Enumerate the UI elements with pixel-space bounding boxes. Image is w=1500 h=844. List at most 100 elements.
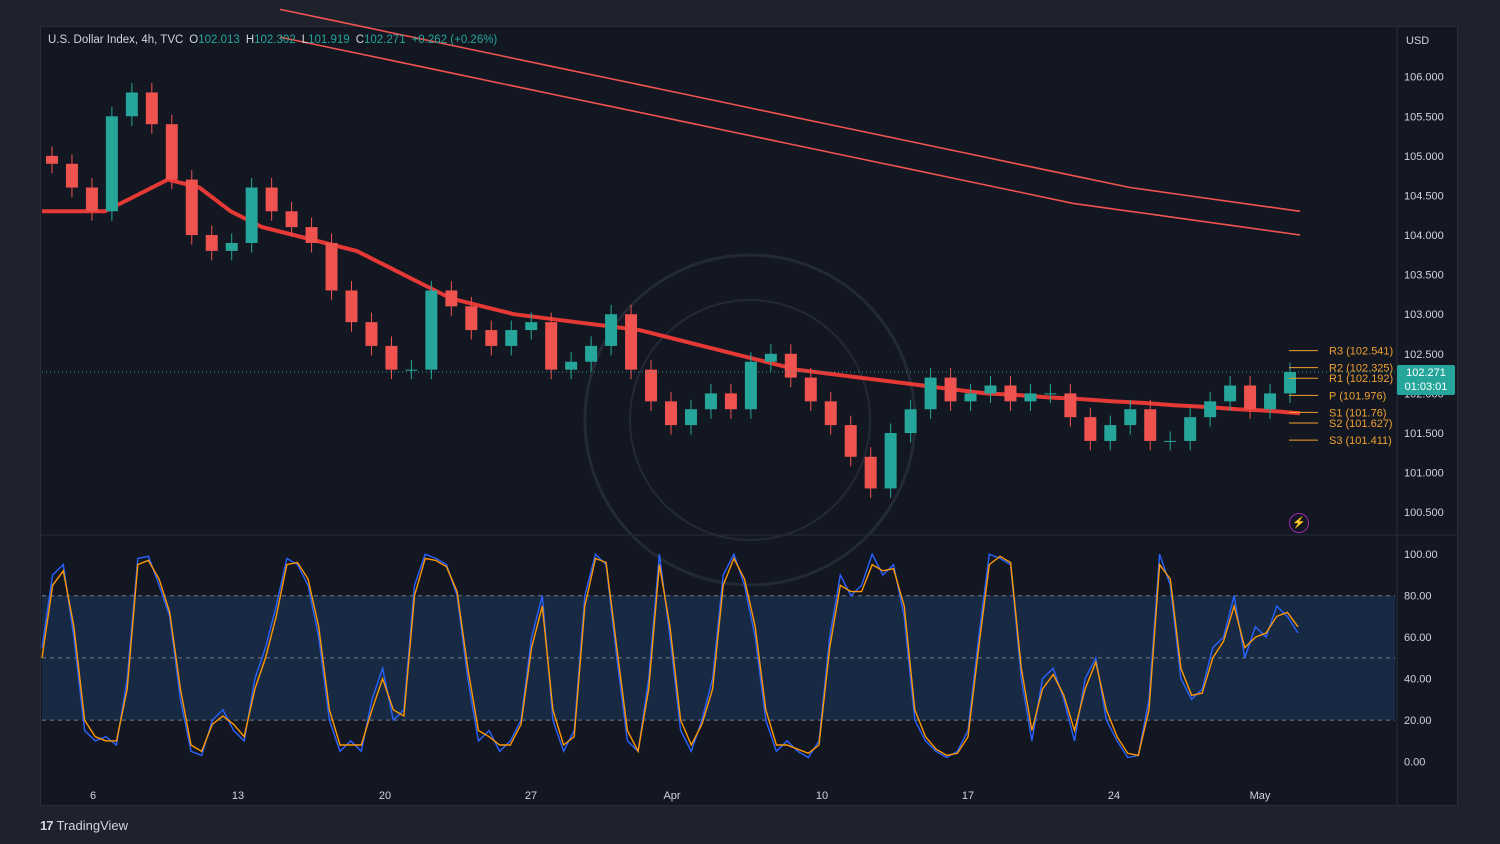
candle-body	[625, 314, 638, 370]
last-price-tag: 102.271 01:03:01	[1397, 365, 1455, 395]
watermark-seal-inner	[629, 299, 871, 541]
price-tick-label: 103.500	[1404, 270, 1444, 282]
price-tick-label: 104.500	[1404, 190, 1444, 202]
price-tick-label: 100.500	[1404, 507, 1444, 519]
candle-body	[824, 401, 837, 426]
pivot-label: S1 (101.76)	[1329, 407, 1386, 419]
last-price-value: 102.271	[1406, 367, 1446, 379]
candle-body	[924, 377, 937, 410]
pivot-label: P (101.976)	[1329, 390, 1386, 402]
candle-body	[165, 124, 178, 180]
candle-body	[844, 425, 857, 457]
price-tick-label: 106.000	[1404, 72, 1444, 84]
candle-body	[385, 345, 398, 370]
candle-body	[505, 330, 518, 346]
pivot-label: R3 (102.541)	[1329, 346, 1393, 358]
legend-high-value: 102.302	[254, 34, 296, 46]
candle-body	[325, 242, 338, 291]
candle-body	[684, 409, 697, 426]
legend-symbol: U.S. Dollar Index, 4h, TVC	[48, 34, 184, 46]
candle-body	[445, 290, 458, 307]
tradingview-logo[interactable]: 17 TradingView	[40, 818, 128, 833]
candle-body	[704, 393, 717, 410]
candle-body	[405, 369, 418, 371]
candle-body	[904, 409, 917, 434]
candle-body	[764, 353, 777, 362]
candle-body	[864, 456, 877, 489]
pivot-label: R2 (102.325)	[1329, 363, 1393, 375]
candle-body	[525, 322, 538, 331]
stoch-d-line	[41, 555, 1299, 757]
candle-body	[964, 393, 977, 402]
legend-open-label: O	[189, 34, 199, 46]
ema-thick	[42, 177, 1301, 416]
candle-body	[724, 393, 737, 410]
time-tick-label: 13	[232, 790, 244, 802]
stoch-tick-label: 40.00	[1404, 674, 1432, 686]
candle-body	[45, 155, 58, 164]
candle-body	[105, 116, 118, 212]
candle-body	[1004, 385, 1017, 402]
ma-long-lower	[279, 36, 1301, 236]
candle-body	[1024, 393, 1037, 402]
time-tick-label: 17	[962, 790, 974, 802]
candle-body	[605, 314, 618, 346]
stoch-k-line	[41, 552, 1299, 759]
candle-body	[744, 361, 757, 410]
time-tick-label: 20	[379, 790, 391, 802]
candle-body	[1144, 409, 1157, 441]
candle-body	[645, 369, 658, 402]
price-tick-label: 102.500	[1404, 349, 1444, 361]
candle-body	[1064, 393, 1077, 418]
legend-change: +0.262 (+0.26%)	[411, 34, 498, 46]
candle-body	[185, 179, 198, 236]
candle-body	[205, 235, 218, 251]
candle-body	[285, 211, 298, 228]
time-tick-label: Apr	[663, 790, 680, 802]
legend-low-value: 101.919	[308, 34, 350, 46]
legend-high-label: H	[245, 34, 255, 46]
stoch-tick-label: 60.00	[1404, 632, 1432, 644]
pivot-label: S2 (101.627)	[1329, 418, 1393, 430]
tradingview-brand: TradingView	[56, 818, 129, 833]
stoch-tick-label: 100.00	[1404, 549, 1438, 561]
candle-body	[425, 290, 438, 370]
stoch-tick-label: 20.00	[1404, 715, 1432, 727]
ma-long-upper	[279, 8, 1301, 213]
price-tick-label: 104.000	[1404, 230, 1444, 242]
time-tick-label: 6	[90, 790, 96, 802]
time-tick-label: 10	[816, 790, 828, 802]
candle-body	[665, 401, 677, 426]
price-tick-label: 103.000	[1404, 309, 1444, 321]
candle-body	[1164, 440, 1177, 442]
candle-body	[85, 187, 98, 212]
stoch-tick-label: 80.00	[1404, 591, 1432, 603]
legend-open-value: 102.013	[198, 34, 240, 46]
candle-body	[984, 385, 997, 394]
time-tick-label: May	[1250, 790, 1271, 802]
lightning-icon[interactable]: ⚡	[1289, 513, 1309, 533]
pivot-label: R1 (102.192)	[1329, 373, 1393, 385]
candle-body	[1124, 409, 1137, 426]
legend-low-label: L	[301, 34, 309, 46]
candle-body	[1264, 393, 1277, 410]
candle-body	[225, 242, 238, 251]
candle-body	[804, 377, 817, 402]
candle-body	[1104, 425, 1117, 441]
candle-body	[145, 92, 158, 125]
candle-body	[565, 361, 578, 370]
candle-body	[345, 290, 358, 323]
candle-body	[1044, 393, 1057, 395]
candle-body	[1204, 401, 1217, 418]
price-tick-label: 105.500	[1404, 111, 1444, 123]
candle-body	[65, 163, 78, 188]
price-tick-label: 101.000	[1404, 468, 1444, 480]
symbol-legend: U.S. Dollar Index, 4h, TVC O102.013 H102…	[48, 34, 497, 46]
price-tick-label: 101.500	[1404, 428, 1444, 440]
candle-body	[1184, 417, 1197, 441]
currency-label: USD	[1406, 35, 1429, 47]
price-tick-label: 105.000	[1404, 151, 1444, 163]
candle-body	[485, 330, 498, 346]
candle-body	[884, 433, 897, 489]
